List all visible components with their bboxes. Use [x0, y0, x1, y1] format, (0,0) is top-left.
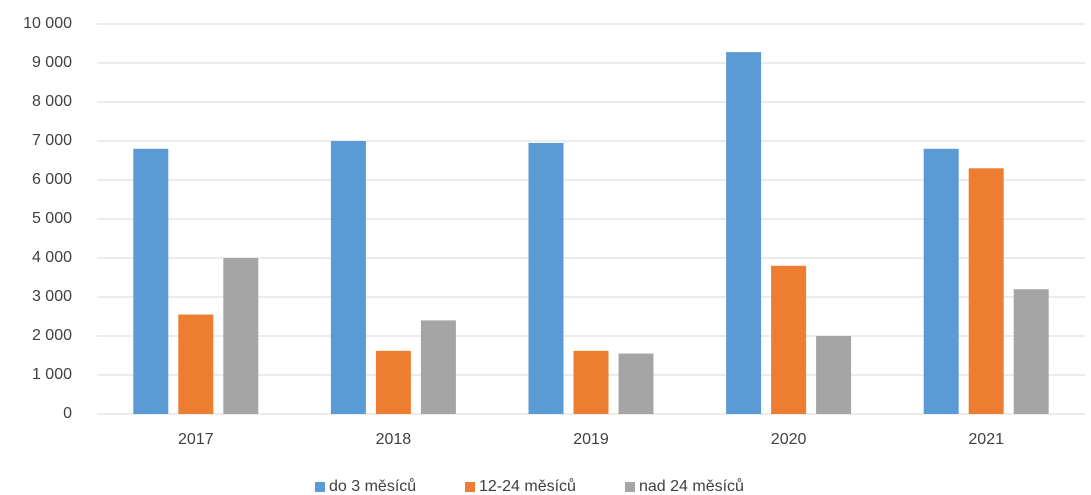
legend-swatch: [465, 482, 475, 492]
bar: [923, 148, 959, 415]
x-tick-label: 2021: [968, 431, 1004, 448]
bar: [223, 258, 259, 414]
legend-swatch: [315, 482, 325, 492]
legend-label: nad 24 měsíců: [639, 477, 744, 495]
bar: [816, 336, 852, 414]
y-tick-label: 1 000: [32, 366, 72, 383]
y-tick-label: 4 000: [32, 249, 72, 266]
x-tick-label: 2020: [771, 431, 807, 448]
bar: [330, 141, 366, 414]
x-tick-label: 2018: [376, 431, 412, 448]
y-tick-label: 8 000: [32, 93, 72, 110]
legend-swatch: [625, 482, 635, 492]
bar: [178, 314, 214, 414]
y-tick-label: 2 000: [32, 327, 72, 344]
bar: [573, 350, 609, 414]
legend-label: 12-24 měsíců: [479, 477, 576, 495]
bar: [771, 265, 807, 414]
bar: [726, 52, 762, 415]
y-tick-label: 7 000: [32, 132, 72, 149]
y-tick-label: 9 000: [32, 54, 72, 71]
bar: [528, 142, 564, 414]
bar: [618, 353, 654, 414]
y-tick-label: 3 000: [32, 288, 72, 305]
bar: [1013, 289, 1049, 414]
y-tick-label: 0: [63, 405, 72, 422]
bar: [375, 350, 411, 414]
legend-label: do 3 měsíců: [329, 477, 416, 495]
y-tick-label: 5 000: [32, 210, 72, 227]
x-tick-label: 2017: [178, 431, 214, 448]
y-tick-label: 6 000: [32, 171, 72, 188]
bar: [133, 148, 169, 415]
x-tick-label: 2019: [573, 431, 609, 448]
bar: [968, 168, 1004, 414]
y-tick-label: 10 000: [23, 15, 72, 32]
bar: [420, 320, 456, 414]
